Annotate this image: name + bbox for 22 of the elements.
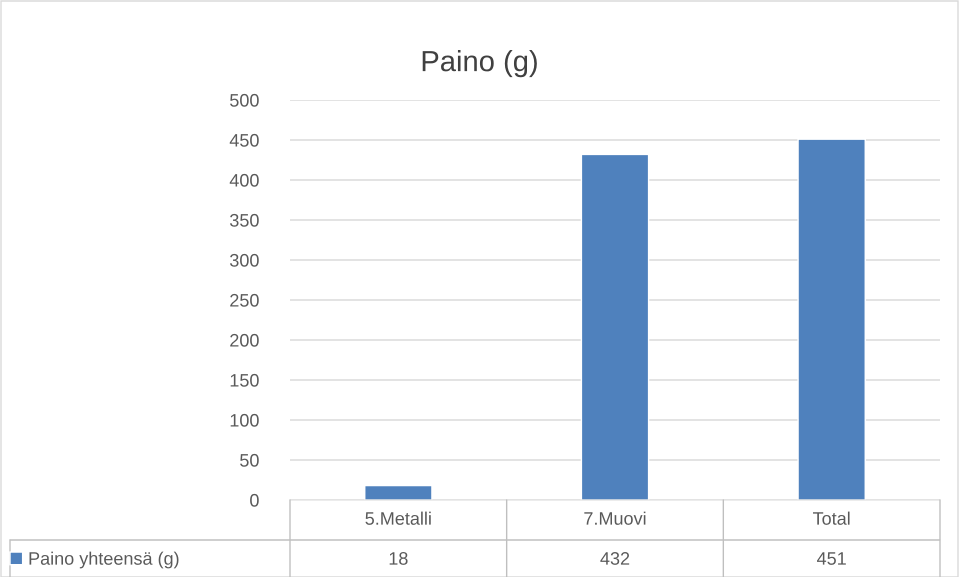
chart-title: Paino (g): [422, 50, 537, 78]
y-tick-label: 0: [250, 494, 259, 507]
y-tick-label: 300: [230, 254, 259, 267]
y-tick-label: 450: [230, 134, 259, 147]
x-tick-label: Total: [813, 512, 850, 525]
y-tick-label: 400: [230, 174, 259, 187]
y-tick-label: 350: [230, 214, 259, 227]
bar: [797, 138, 866, 500]
y-tick-label: 500: [230, 94, 259, 107]
bar: [364, 484, 433, 500]
bar: [580, 154, 650, 500]
data-label: 451: [817, 552, 846, 565]
data-label: 432: [600, 552, 630, 565]
y-tick-label: 200: [230, 334, 259, 347]
legend-label: Paino yhteensä (g): [30, 552, 178, 568]
x-tick-label: 7.Muovi: [584, 512, 646, 525]
y-tick-label: 50: [240, 454, 259, 467]
data-label: 18: [390, 552, 408, 565]
x-tick-label: 5.Metalli: [365, 512, 431, 525]
y-tick-label: 100: [230, 414, 259, 427]
y-tick-label: 250: [230, 294, 259, 307]
y-tick-label: 150: [230, 374, 259, 387]
